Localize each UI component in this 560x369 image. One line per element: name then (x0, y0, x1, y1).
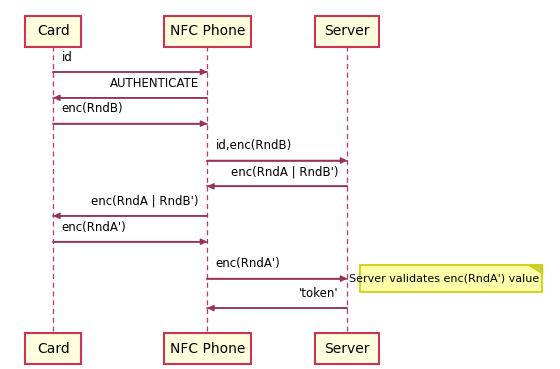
Text: NFC Phone: NFC Phone (170, 24, 245, 38)
FancyBboxPatch shape (25, 16, 81, 46)
Text: enc(RndA'): enc(RndA') (62, 221, 127, 234)
Text: Server: Server (324, 342, 370, 356)
Text: AUTHENTICATE: AUTHENTICATE (110, 77, 199, 90)
FancyBboxPatch shape (360, 265, 542, 292)
FancyBboxPatch shape (164, 16, 250, 46)
Text: enc(RndB): enc(RndB) (62, 103, 123, 115)
Text: Card: Card (37, 24, 69, 38)
Text: Card: Card (37, 342, 69, 356)
Text: Server: Server (324, 24, 370, 38)
Text: enc(RndA'): enc(RndA') (216, 258, 281, 270)
FancyBboxPatch shape (315, 16, 380, 46)
Text: NFC Phone: NFC Phone (170, 342, 245, 356)
Text: enc(RndA | RndB'): enc(RndA | RndB') (91, 195, 199, 208)
FancyBboxPatch shape (25, 334, 81, 364)
Polygon shape (529, 265, 542, 273)
Text: id: id (62, 51, 72, 64)
Text: Server validates enc(RndA') value: Server validates enc(RndA') value (349, 273, 539, 284)
Text: enc(RndA | RndB'): enc(RndA | RndB') (231, 165, 339, 178)
FancyBboxPatch shape (315, 334, 380, 364)
FancyBboxPatch shape (164, 334, 250, 364)
Text: 'token': 'token' (299, 287, 339, 300)
Text: id,enc(RndB): id,enc(RndB) (216, 139, 292, 152)
